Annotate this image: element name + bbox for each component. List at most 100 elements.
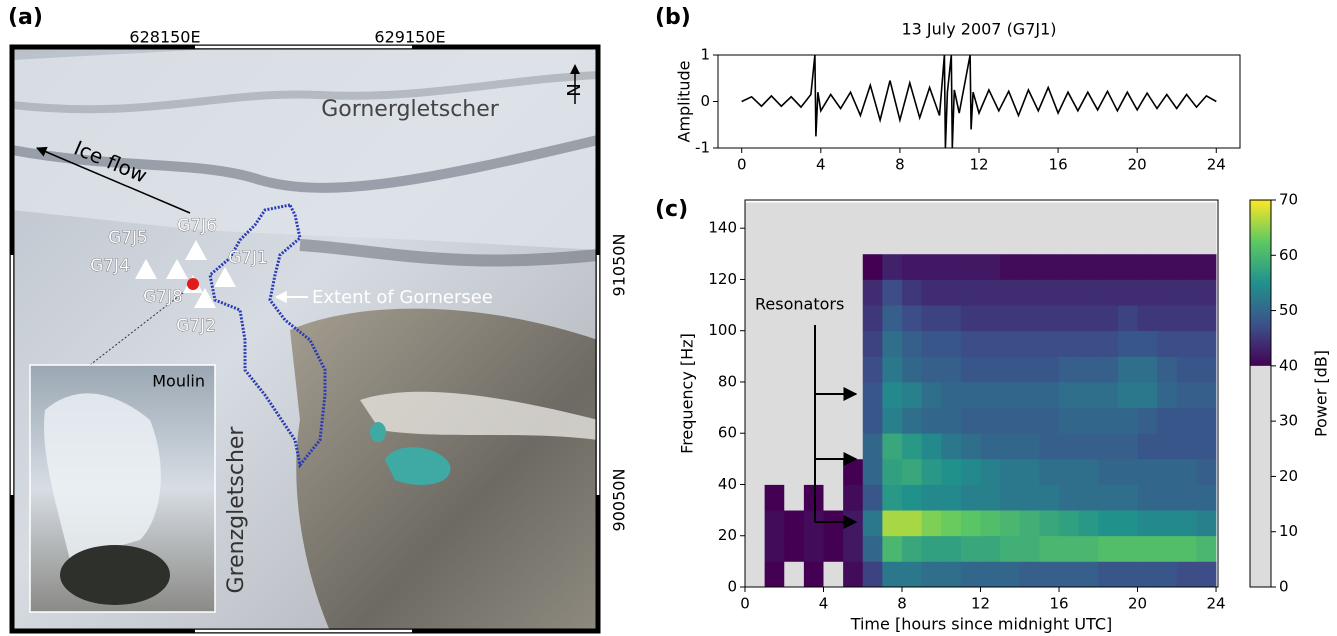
station-label: G7J4	[90, 256, 130, 276]
spectrogram-cell	[1000, 407, 1021, 434]
spectrogram-cell	[902, 253, 923, 280]
spectrogram-cell	[843, 330, 864, 357]
spectrogram-cell	[921, 407, 942, 434]
spectrogram-cell	[764, 458, 785, 485]
spectrogram-cell	[745, 381, 766, 408]
spectrogram-cell	[764, 561, 785, 588]
spectrogram-cell	[803, 381, 824, 408]
spectrogram-cell	[803, 535, 824, 562]
spectrogram-cell	[1039, 561, 1060, 588]
y-tick-label: 80	[718, 372, 737, 390]
spectrogram-cell	[921, 535, 942, 562]
spectrogram-cell	[902, 484, 923, 511]
spectrogram-cell	[1137, 561, 1158, 588]
charts: (b) 0 4 8 12 16 20 24 -1 0 1 13 July 2007 (G7J1) Amp…	[655, 5, 1331, 634]
y-tick-label: 0	[727, 578, 737, 596]
spectrogram-cell	[764, 356, 785, 383]
spectrogram-cell	[1019, 381, 1040, 408]
spectrogram-cell	[1137, 330, 1158, 357]
spectrogram-cell	[941, 330, 962, 357]
spectrogram-cell	[862, 433, 883, 460]
spectrogram-cell	[1078, 381, 1099, 408]
spectrogram-cell	[1098, 330, 1119, 357]
spectrogram-cell	[764, 510, 785, 537]
spectrogram-cell	[862, 356, 883, 383]
spectrogram-cell	[882, 202, 903, 229]
spectrogram-cell	[1137, 407, 1158, 434]
spectrogram-cell	[823, 330, 844, 357]
spectrogram-cell	[862, 484, 883, 511]
spectrogram-cell	[882, 253, 903, 280]
spectrogram-cell	[1059, 484, 1080, 511]
spectrogram-cell	[1078, 433, 1099, 460]
colorbar-frame	[1249, 199, 1272, 588]
spectrogram-cell	[1059, 253, 1080, 280]
spectrogram-cell	[1117, 458, 1138, 485]
spectrogram-cell	[862, 253, 883, 280]
spectrogram-cell	[1196, 279, 1217, 306]
spectrogram-cell	[882, 561, 903, 588]
spectrogram-cell	[1157, 356, 1178, 383]
spectrogram-cell	[1196, 433, 1217, 460]
spectrogram-cell	[980, 279, 1001, 306]
spectrogram-cell	[1059, 561, 1080, 588]
spectrogram-cell	[803, 561, 824, 588]
spectrogram-cell	[921, 228, 942, 255]
spectrogram-cell	[1176, 484, 1197, 511]
spectrogram-cell	[1157, 279, 1178, 306]
spectrogram-cell	[1157, 330, 1178, 357]
spectrogram-cell	[1019, 330, 1040, 357]
spectrogram-cell	[803, 484, 824, 511]
spectrogram-cell	[784, 330, 805, 357]
spectrogram-cell	[745, 407, 766, 434]
x-tick-label: 4	[816, 156, 826, 174]
spectrogram-cell	[1059, 407, 1080, 434]
spectrogram-cell	[1157, 535, 1178, 562]
spectrogram-cell	[902, 228, 923, 255]
x-tick-label: 12	[969, 156, 988, 174]
spectrogram-cell	[902, 433, 923, 460]
spectrogram-cell	[980, 330, 1001, 357]
x-tick-label: 12	[971, 595, 990, 613]
spectrogram-cell	[1098, 458, 1119, 485]
spectrogram-cell	[1019, 253, 1040, 280]
chart-title: 13 July 2007 (G7J1)	[901, 20, 1056, 39]
spectrogram-cell	[1000, 253, 1021, 280]
spectrogram-cell	[1117, 228, 1138, 255]
spectrogram-cell	[941, 484, 962, 511]
spectrogram-cell	[1176, 535, 1197, 562]
axes-frame	[744, 199, 1219, 588]
colorbar-colors	[1250, 200, 1271, 366]
spectrogram-cell	[941, 228, 962, 255]
station-marker	[194, 288, 216, 308]
x-tick-label: 20	[1128, 156, 1147, 174]
station-marker	[185, 240, 207, 260]
spectrogram-cell	[1098, 510, 1119, 537]
colorbar-tick-label: 10	[1279, 522, 1298, 540]
spectrogram-cell	[862, 458, 883, 485]
spectrogram-cell	[1098, 381, 1119, 408]
spectrogram-cell	[1176, 330, 1197, 357]
spectrogram-cell	[843, 356, 864, 383]
spectrogram-cell	[980, 510, 1001, 537]
spectrogram-cell	[1137, 381, 1158, 408]
spectrogram-cell	[1019, 228, 1040, 255]
spectrogram-cell	[1000, 305, 1021, 332]
x-tick-label: 4	[819, 595, 829, 613]
spectrogram-cell	[823, 535, 844, 562]
spectrogram-cell	[823, 433, 844, 460]
spectrogram-cell	[941, 279, 962, 306]
spectrogram-cell	[1078, 356, 1099, 383]
x-tick-label: 0	[740, 595, 750, 613]
spectrogram-cell	[1176, 202, 1197, 229]
panel-label: (a)	[8, 5, 43, 30]
spectrogram-cell	[745, 202, 766, 229]
spectrogram-cell	[1196, 253, 1217, 280]
spectrogram-cell	[1019, 510, 1040, 537]
spectrogram-cell	[1176, 561, 1197, 588]
axes-frame	[717, 54, 1241, 149]
y-axis-label: Frequency [Hz]	[678, 333, 697, 454]
spectrogram-cell	[823, 407, 844, 434]
